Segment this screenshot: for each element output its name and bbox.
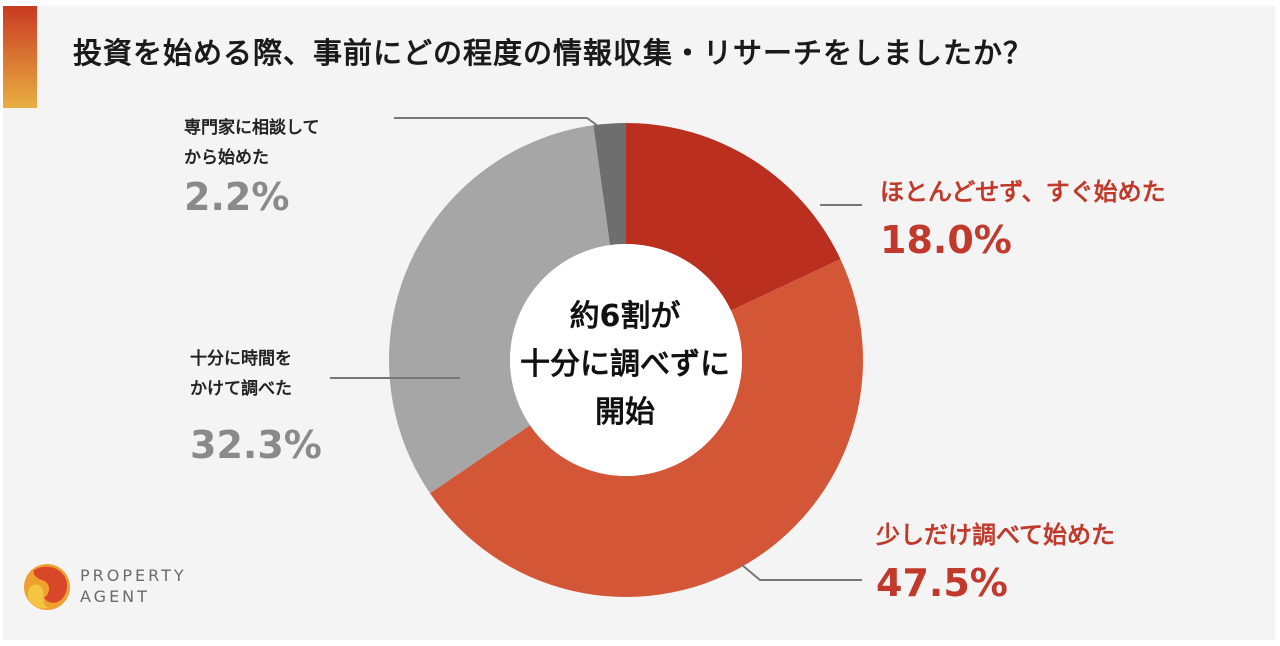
donut-slice-0 — [626, 123, 841, 311]
donut-slice-1 — [429, 259, 863, 597]
label-line: 十分に時間を — [190, 349, 292, 369]
slice-label-expert: 専門家に相談して から始めた — [184, 113, 320, 173]
label-line: から始めた — [184, 148, 269, 168]
slice-label-thorough: 十分に時間を かけて調べた — [190, 344, 292, 404]
slice-label-quick: ほとんどせず、すぐ始めた — [880, 178, 1166, 206]
center-line-1: 約6割が — [569, 299, 681, 334]
donut-hole — [510, 244, 742, 476]
center-line-3: 開始 — [595, 395, 655, 430]
logo-line-1: PROPERTY — [80, 566, 187, 585]
leader-line-2 — [394, 117, 599, 127]
slice-value-expert: 2.2% — [184, 175, 290, 219]
donut-slice-3 — [593, 123, 626, 246]
label-line: かけて調べた — [190, 379, 292, 399]
chart-title: 投資を始める際、事前にどの程度の情報収集・リサーチをしましたか？ — [73, 36, 1034, 70]
slice-value-little: 47.5% — [876, 561, 1008, 605]
center-line-2: 十分に調べずに — [520, 347, 730, 382]
leader-line-47 — [741, 564, 862, 581]
logo-text: PROPERTY AGENT — [80, 565, 187, 607]
property-agent-logo-icon — [24, 564, 70, 610]
slice-value-quick: 18.0% — [880, 218, 1012, 262]
center-text: 約6割が 十分に調べずに 開始 — [505, 293, 745, 437]
slice-label-little: 少しだけ調べて始めた — [876, 521, 1116, 549]
slice-value-thorough: 32.3% — [190, 423, 322, 467]
title-accent-bar — [3, 6, 37, 108]
donut-slice-2 — [389, 125, 611, 494]
logo-line-2: AGENT — [80, 587, 150, 606]
label-line: 専門家に相談して — [184, 118, 320, 138]
